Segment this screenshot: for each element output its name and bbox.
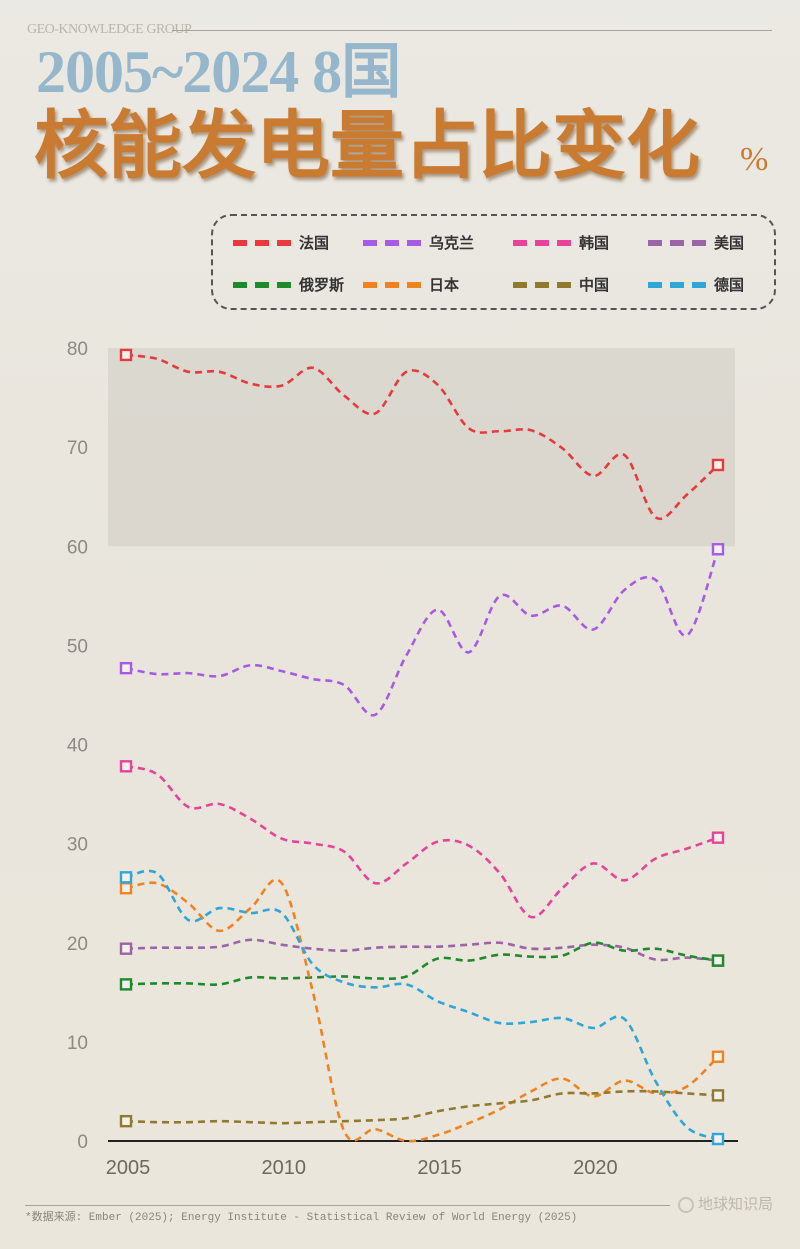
- endpoint-marker: [119, 978, 133, 991]
- legend-item: 日本: [363, 276, 459, 294]
- legend-swatch: [648, 282, 708, 288]
- legend: 法国 乌克兰 韩国 美国俄罗斯 日本 中国 德国: [211, 214, 776, 310]
- logo-text: 地球知识局: [698, 1196, 774, 1213]
- endpoint-marker: [711, 1050, 725, 1063]
- legend-label: 法国: [299, 234, 330, 252]
- endpoint-marker: [711, 458, 725, 472]
- y-tick-label: 40: [67, 736, 88, 757]
- x-tick-label: 2015: [417, 1157, 462, 1179]
- legend-item: 韩国: [513, 234, 609, 252]
- y-tick-label: 0: [77, 1132, 88, 1153]
- endpoint-marker: [711, 1089, 725, 1102]
- series-line: [125, 353, 719, 521]
- series-line: [125, 548, 720, 717]
- series-line: [125, 869, 719, 1141]
- series-line: [125, 1089, 719, 1125]
- endpoint-marker: [711, 831, 725, 844]
- top-divider: [172, 30, 772, 31]
- endpoint-marker: [119, 661, 133, 675]
- legend-item: 中国: [513, 276, 609, 294]
- y-tick-label: 80: [67, 339, 88, 360]
- legend-label: 乌克兰: [429, 234, 475, 252]
- page-title: 核能发电量占比变化: [34, 103, 700, 189]
- y-tick-label: 70: [67, 438, 88, 459]
- x-tick-label: 2020: [573, 1157, 618, 1179]
- legend-label: 韩国: [579, 234, 610, 252]
- endpoint-marker: [711, 954, 725, 967]
- legend-swatch: [648, 240, 708, 246]
- endpoint-marker: [711, 1132, 725, 1146]
- legend-swatch: [233, 282, 293, 288]
- globe-icon: [678, 1197, 694, 1213]
- endpoint-marker: [119, 882, 133, 895]
- legend-swatch: [363, 282, 423, 288]
- series-line: [125, 938, 719, 962]
- source-note: *数据来源: Ember (2025); Energy Institute - …: [25, 1212, 578, 1224]
- series-line: [125, 941, 719, 986]
- legend-swatch: [513, 282, 573, 288]
- endpoint-marker: [711, 543, 725, 556]
- legend-label: 美国: [714, 234, 745, 252]
- legend-label: 德国: [714, 276, 745, 294]
- y-tick-label: 10: [67, 1033, 88, 1054]
- legend-item: 俄罗斯: [233, 276, 344, 294]
- legend-item: 德国: [648, 276, 744, 294]
- endpoint-marker: [119, 871, 133, 884]
- y-tick-label: 20: [67, 934, 88, 955]
- endpoint-marker: [119, 348, 133, 362]
- subtitle: 2005~2024 8国: [36, 39, 401, 105]
- endpoint-marker: [119, 942, 133, 955]
- publisher-logo: 地球知识局: [678, 1196, 773, 1214]
- legend-swatch: [513, 240, 573, 246]
- y-tick-label: 30: [67, 835, 88, 856]
- highlight-band: [108, 348, 735, 547]
- endpoint-marker: [119, 760, 133, 773]
- legend-item: 乌克兰: [363, 234, 474, 252]
- y-tick-label: 60: [67, 537, 88, 558]
- legend-label: 日本: [429, 276, 460, 294]
- x-tick-label: 2005: [106, 1157, 151, 1179]
- legend-label: 俄罗斯: [299, 276, 345, 294]
- y-tick-label: 50: [67, 636, 88, 657]
- legend-swatch: [233, 240, 293, 246]
- series-line: [125, 765, 719, 919]
- legend-swatch: [363, 240, 423, 246]
- legend-label: 中国: [579, 276, 610, 294]
- brand-label: GEO-KNOWLEDGE GROUP: [27, 22, 192, 37]
- legend-item: 法国: [233, 234, 329, 252]
- bottom-divider: [25, 1205, 670, 1206]
- x-tick-label: 2010: [262, 1157, 307, 1179]
- unit-label: %: [740, 141, 769, 178]
- series-line: [125, 878, 719, 1143]
- endpoint-marker: [119, 1114, 133, 1128]
- legend-item: 美国: [648, 234, 744, 252]
